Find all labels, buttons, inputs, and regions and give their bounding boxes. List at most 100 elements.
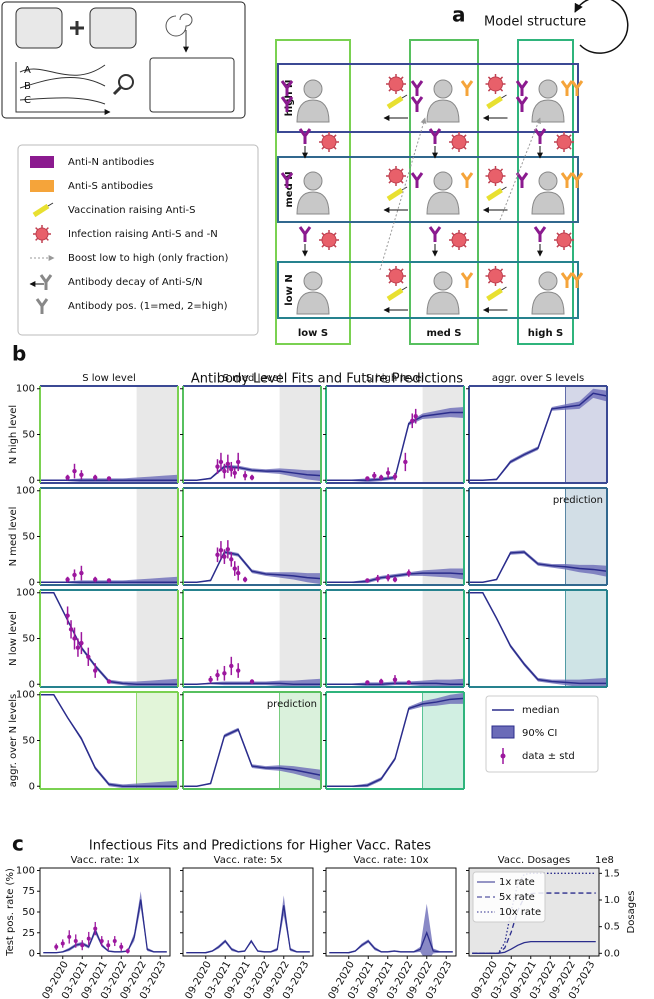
row-title: N med level bbox=[8, 507, 19, 567]
data-point bbox=[365, 476, 370, 481]
person-icon bbox=[303, 171, 323, 191]
y-tick-label: 0 bbox=[29, 679, 35, 690]
row-label: low N bbox=[284, 274, 295, 305]
panel-border bbox=[325, 867, 457, 957]
data-point bbox=[60, 941, 65, 946]
y-tick-label: 0 bbox=[29, 475, 35, 486]
y-tick-label: 50 bbox=[22, 907, 35, 918]
virus-icon bbox=[556, 232, 572, 248]
person-icon bbox=[296, 191, 330, 215]
data-point bbox=[375, 576, 380, 581]
median-line bbox=[469, 392, 607, 482]
legend-label: 1x rate bbox=[499, 877, 535, 888]
graph-curve bbox=[19, 64, 106, 76]
arrow bbox=[574, 0, 629, 54]
syringe-icon bbox=[386, 287, 404, 302]
data-point bbox=[365, 680, 370, 685]
syringe-needle bbox=[501, 286, 507, 291]
data-point bbox=[86, 654, 91, 660]
syringe-needle bbox=[401, 286, 408, 291]
antibody-icon bbox=[410, 80, 424, 96]
syringe-icon bbox=[386, 95, 404, 110]
y-tick-label: 50 bbox=[22, 430, 35, 441]
person-icon bbox=[531, 99, 565, 123]
data-point bbox=[86, 936, 91, 941]
median-line bbox=[183, 551, 321, 584]
legend-label: median bbox=[522, 705, 560, 716]
data-point bbox=[229, 467, 234, 472]
prediction-region bbox=[422, 386, 464, 483]
person-icon bbox=[433, 271, 453, 291]
plus-icon bbox=[70, 21, 84, 35]
antibody-icon bbox=[533, 128, 547, 144]
antibody-icon bbox=[570, 272, 584, 288]
icon-label: C bbox=[24, 95, 31, 106]
prediction-region bbox=[565, 590, 607, 687]
antibody-icon bbox=[298, 226, 312, 242]
spiral-icon bbox=[165, 13, 193, 37]
syringe-needle bbox=[501, 186, 507, 191]
virus-icon bbox=[488, 76, 503, 92]
antibody-icon bbox=[533, 226, 547, 242]
virus-icon bbox=[388, 268, 404, 284]
prediction-region bbox=[136, 590, 178, 687]
antibody-icon bbox=[35, 298, 49, 314]
y-tick-label: 100 bbox=[16, 865, 35, 876]
ci-band bbox=[186, 895, 310, 954]
legend-point bbox=[500, 753, 506, 759]
subplot-title: Vacc. Dosages bbox=[498, 855, 570, 866]
y-tick-label: 100 bbox=[16, 486, 35, 497]
legend-label: Boost low to high (only fraction) bbox=[68, 253, 229, 264]
legend-label: 5x rate bbox=[499, 892, 535, 903]
column-title: aggr. over S levels bbox=[492, 373, 584, 384]
data-point bbox=[406, 680, 411, 685]
data-point bbox=[72, 468, 77, 474]
row-label: med N bbox=[284, 171, 295, 207]
data-point bbox=[125, 949, 130, 954]
data-point bbox=[385, 575, 391, 580]
row-box bbox=[277, 156, 579, 223]
legend-label: Anti-S antibodies bbox=[68, 181, 153, 192]
person-icon bbox=[531, 291, 565, 315]
column-box bbox=[409, 39, 479, 345]
person-icon bbox=[433, 171, 453, 191]
row-box bbox=[277, 261, 579, 319]
median-line bbox=[326, 697, 464, 788]
antibody-icon bbox=[560, 272, 574, 288]
data-point bbox=[65, 475, 70, 480]
data-point bbox=[119, 944, 124, 949]
virus-icon bbox=[321, 232, 337, 248]
legend-label: 10x rate bbox=[499, 907, 541, 918]
data-point bbox=[208, 677, 213, 682]
data-point bbox=[67, 934, 72, 939]
data-point bbox=[222, 468, 227, 474]
data-point bbox=[379, 679, 384, 684]
subplot-title: Vacc. rate: 10x bbox=[353, 855, 428, 866]
data-point bbox=[372, 473, 377, 478]
data-point bbox=[93, 668, 98, 673]
legend-box bbox=[485, 695, 599, 773]
data-point bbox=[68, 627, 74, 632]
median-line bbox=[183, 728, 321, 788]
data-point bbox=[218, 548, 224, 553]
data-point bbox=[72, 572, 77, 578]
cylinder-icon bbox=[89, 7, 137, 49]
data-point bbox=[392, 577, 398, 582]
syringe-needle bbox=[47, 202, 54, 207]
data-point bbox=[222, 554, 227, 559]
subplot-title: Vacc. rate: 5x bbox=[214, 855, 283, 866]
antibody-icon bbox=[460, 272, 474, 288]
person-icon bbox=[538, 171, 558, 191]
virus-icon bbox=[35, 227, 49, 241]
row-title: N low level bbox=[8, 611, 19, 666]
data-point bbox=[392, 677, 398, 682]
prediction-region bbox=[422, 590, 464, 687]
median-line bbox=[186, 905, 310, 954]
data-point bbox=[249, 679, 255, 684]
annotation: prediction bbox=[553, 495, 603, 506]
data-point bbox=[236, 459, 241, 465]
data-point bbox=[385, 470, 391, 476]
y-tick-label: 50 bbox=[22, 532, 35, 543]
legend-label: Antibody decay of Anti-S/N bbox=[68, 277, 203, 288]
